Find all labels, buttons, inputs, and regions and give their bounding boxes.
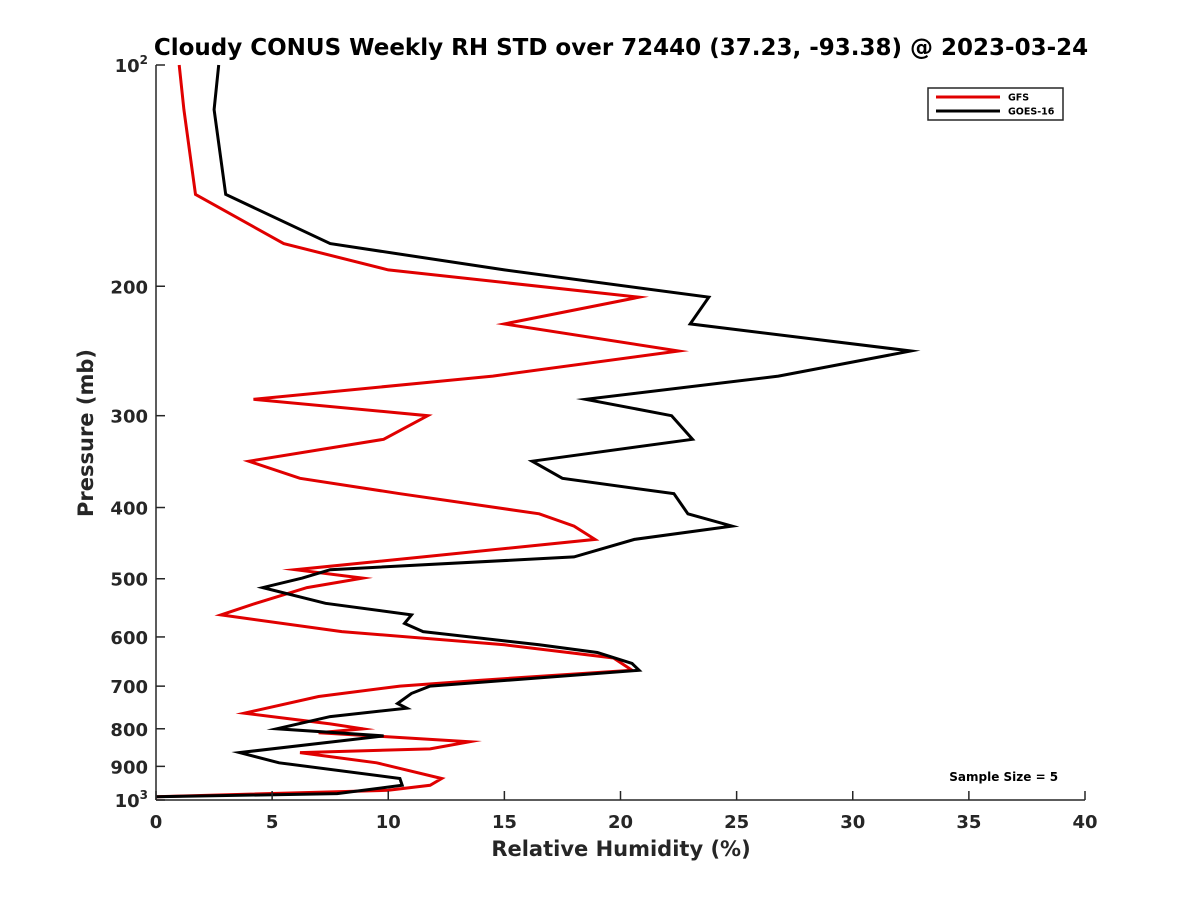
y-tick-label: 103 <box>115 788 148 812</box>
x-tick-label: 25 <box>724 812 749 833</box>
y-tick-label: 800 <box>110 720 148 741</box>
sample-size-label: Sample Size = 5 <box>949 770 1058 784</box>
y-tick-label: 102 <box>115 53 148 77</box>
x-tick-label: 15 <box>492 812 517 833</box>
x-tick-label: 40 <box>1072 812 1097 833</box>
plot-area <box>155 64 921 799</box>
y-tick-label: 200 <box>110 277 148 298</box>
x-axis: 0 5 10 15 20 25 30 35 40 <box>150 791 1098 833</box>
x-tick-label: 35 <box>956 812 981 833</box>
y-axis: 102 200 300 400 500 600 700 800 900 103 <box>110 53 165 812</box>
x-tick-label: 30 <box>840 812 865 833</box>
x-tick-label: 5 <box>266 812 279 833</box>
y-tick-label: 700 <box>110 677 148 698</box>
y-tick-label: 400 <box>110 499 148 520</box>
legend: GFS GOES-16 <box>927 87 1064 121</box>
series-line-goes-16 <box>155 64 921 799</box>
legend-label: GFS <box>1008 93 1029 104</box>
x-tick-label: 10 <box>376 812 401 833</box>
y-tick-label: 600 <box>110 628 148 649</box>
chart-title: Cloudy CONUS Weekly RH STD over 72440 (3… <box>154 35 1088 61</box>
y-axis-label: Pressure (mb) <box>74 349 98 517</box>
series-line-gfs <box>155 64 690 799</box>
x-tick-label: 0 <box>150 812 163 833</box>
y-tick-label: 900 <box>110 757 148 778</box>
x-axis-label: Relative Humidity (%) <box>491 837 750 861</box>
annotations: Sample Size = 5 <box>949 770 1058 784</box>
legend-label: GOES-16 <box>1008 107 1055 118</box>
y-tick-label: 500 <box>110 570 148 591</box>
y-tick-label: 300 <box>110 407 148 428</box>
x-tick-label: 20 <box>608 812 633 833</box>
legend-box <box>927 87 1064 121</box>
